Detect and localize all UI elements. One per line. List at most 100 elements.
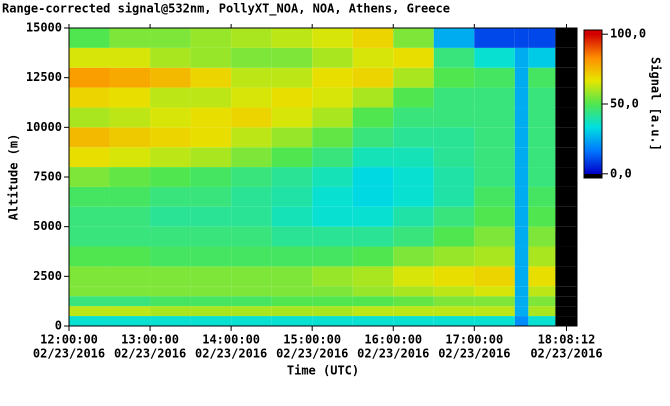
heatmap-cell xyxy=(271,186,313,207)
heatmap-cell xyxy=(69,87,110,108)
heatmap-cell xyxy=(190,127,232,148)
heatmap-cell xyxy=(433,286,475,297)
heatmap-cell xyxy=(69,226,110,247)
heatmap-cell xyxy=(69,306,110,317)
colorbar-slice xyxy=(584,81,602,83)
heatmap-cell xyxy=(231,226,272,247)
heatmap-cell xyxy=(474,316,515,326)
colorbar-slice xyxy=(584,138,602,140)
heatmap-cell xyxy=(271,87,313,108)
heatmap-cell xyxy=(109,296,151,307)
colorbar-slice xyxy=(584,64,602,66)
colorbar-slice xyxy=(584,160,602,162)
colorbar-slice xyxy=(584,125,602,127)
heatmap-cell xyxy=(190,206,232,227)
chart-title: Range-corrected signal@532nm, PollyXT_NO… xyxy=(2,2,450,17)
heatmap-cell xyxy=(231,286,272,297)
colorbar-slice xyxy=(584,119,602,121)
heatmap-cell xyxy=(69,246,110,267)
heatmap-cell xyxy=(190,226,232,247)
colorbar-slice xyxy=(584,80,602,82)
heatmap-cell xyxy=(231,67,272,88)
heatmap-cell xyxy=(474,147,515,168)
heatmap-cell xyxy=(312,206,353,227)
colorbar-slice xyxy=(584,100,602,102)
heatmap-cell xyxy=(514,167,529,187)
colorbar-slice xyxy=(584,175,602,177)
heatmap-cell xyxy=(69,286,110,297)
colorbar-slice xyxy=(584,142,602,144)
heatmap-cell xyxy=(528,186,556,207)
colorbar-slice xyxy=(584,107,602,109)
colorbar-slice xyxy=(584,148,602,150)
heatmap-cell xyxy=(271,226,313,247)
heatmap-cell xyxy=(312,107,353,128)
heatmap-cell xyxy=(109,206,151,227)
colorbar-slice xyxy=(584,42,602,44)
colorbar-slice xyxy=(584,144,602,146)
heatmap-cell xyxy=(231,107,272,128)
colorbar-slice xyxy=(584,76,602,78)
heatmap-cell xyxy=(69,296,110,307)
heatmap-cell xyxy=(433,206,475,227)
heatmap-cell xyxy=(474,67,515,88)
colorbar-slice xyxy=(584,115,602,117)
colorbar-slice xyxy=(584,31,602,33)
heatmap-cell xyxy=(150,87,191,108)
no-data xyxy=(555,67,577,88)
heatmap-cell xyxy=(231,147,272,168)
colorbar-slice xyxy=(584,67,602,69)
colorbar-slice xyxy=(584,92,602,94)
heatmap-cell xyxy=(69,167,110,187)
heatmap-cell xyxy=(312,28,353,48)
colorbar-slice xyxy=(584,151,602,153)
colorbar-slice xyxy=(584,71,602,73)
colorbar-slice xyxy=(584,170,602,172)
colorbar-slice xyxy=(584,56,602,58)
heatmap-cell xyxy=(528,28,556,48)
colorbar-slice xyxy=(584,36,602,38)
no-data xyxy=(555,226,577,247)
colorbar-slice xyxy=(584,66,602,68)
heatmap-cell xyxy=(190,246,232,267)
heatmap-cell xyxy=(393,286,434,297)
colorbar-slice xyxy=(584,140,602,142)
heatmap-cell xyxy=(109,186,151,207)
heatmap-cell xyxy=(393,127,434,148)
heatmap-cell xyxy=(109,306,151,317)
heatmap-cell xyxy=(433,316,475,326)
colorbar-slice xyxy=(584,37,602,39)
heatmap-cell xyxy=(190,67,232,88)
heatmap-cell xyxy=(474,127,515,148)
heatmap-cell xyxy=(393,67,434,88)
no-data xyxy=(555,306,577,317)
x-tick-label: 16:00:00 xyxy=(364,333,422,347)
heatmap-cell xyxy=(271,107,313,128)
heatmap-cell xyxy=(433,306,475,317)
heatmap-cell xyxy=(514,316,529,326)
heatmap-cell xyxy=(271,167,313,187)
heatmap-cell xyxy=(150,286,191,297)
heatmap-cell xyxy=(69,28,110,48)
heatmap-cell xyxy=(474,186,515,207)
heatmap-cell xyxy=(433,127,475,148)
heatmap-cell xyxy=(312,266,353,287)
heatmap-cell xyxy=(393,296,434,307)
heatmap-cell xyxy=(528,167,556,187)
colorbar-slice xyxy=(584,147,602,149)
colorbar-slice xyxy=(584,61,602,63)
heatmap-cell xyxy=(474,47,515,68)
colorbar-slice xyxy=(584,152,602,154)
colorbar-slice xyxy=(584,48,602,50)
heatmap-cell xyxy=(393,147,434,168)
colorbar-tick-label: 50,0 xyxy=(610,97,639,111)
x-tick-label: 02/23/2016 xyxy=(530,347,602,361)
colorbar-slice xyxy=(584,94,602,96)
heatmap-cell xyxy=(352,186,394,207)
colorbar-slice xyxy=(584,134,602,136)
colorbar-slice xyxy=(584,74,602,76)
heatmap-cell xyxy=(528,266,556,287)
heatmap-cell xyxy=(109,28,151,48)
y-tick-label: 0 xyxy=(55,319,62,333)
